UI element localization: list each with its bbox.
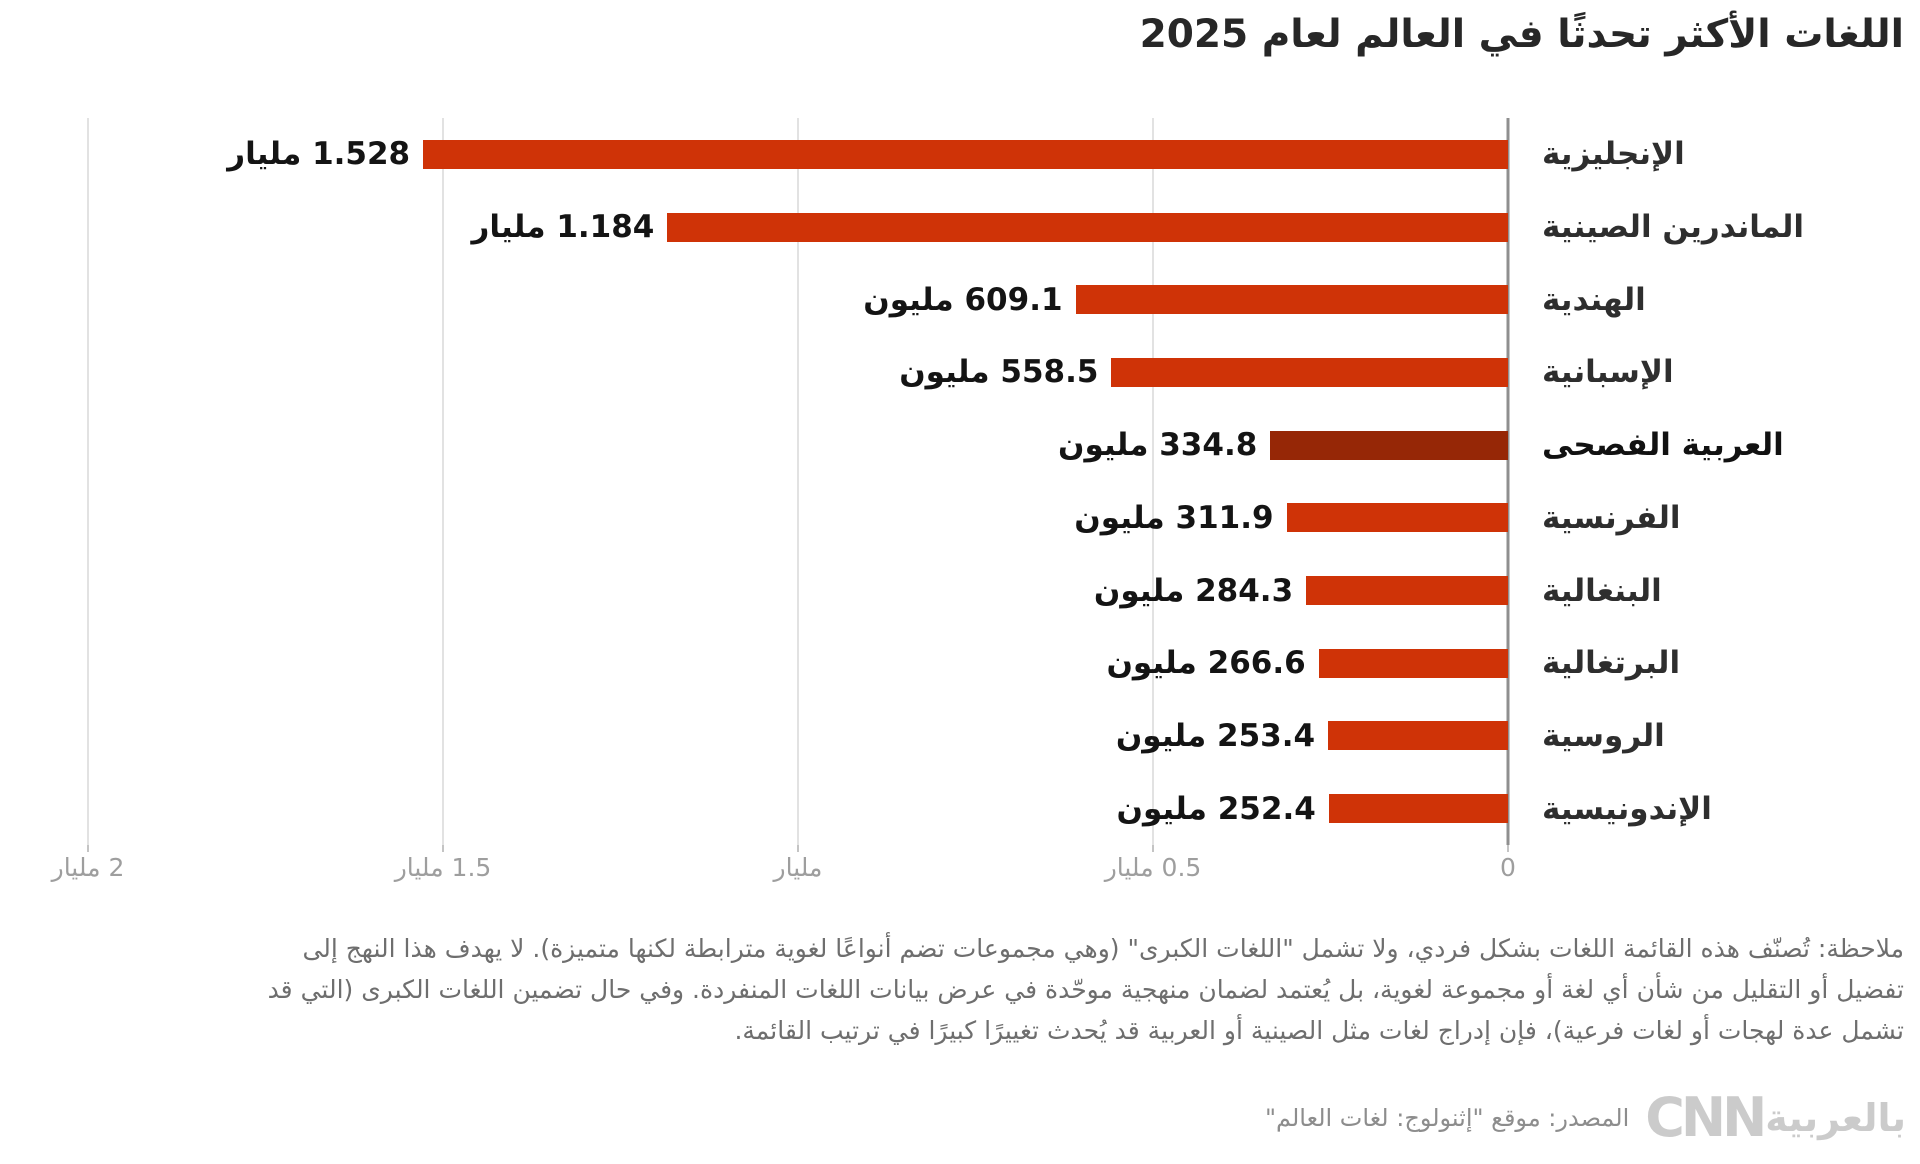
bar-value-label: 266.6 مليون: [1106, 645, 1306, 682]
bar-row: 334.8 مليون: [88, 409, 1508, 482]
bar-value-label: 252.4 مليون: [1116, 790, 1316, 827]
bar: [1111, 357, 1508, 387]
chart-title: اللغات الأكثر تحدثًا في العالم لعام 2025: [1139, 12, 1904, 57]
bar: [1328, 721, 1508, 751]
bar-row: 253.4 مليون: [88, 700, 1508, 773]
axis-tick-mark: [1152, 845, 1154, 852]
plot-area: 1.528 مليار 1.184 مليار 609.1 مليون 558.5 م…: [87, 118, 1510, 852]
category-labels-column: الإنجليزية الماندرين الصينية الهندية الإسبا…: [1542, 118, 1918, 845]
footnote-line-2: تفضيل أو التقليل من شأن أي لغة أو مجموعة…: [267, 975, 1904, 1004]
cnn-logo-text: CNN: [1645, 1086, 1767, 1149]
axis-tick-mark: [1507, 845, 1509, 852]
category-label: البرتغالية: [1542, 645, 1681, 682]
bar-row: 311.9 مليون: [88, 482, 1508, 555]
gridline: [87, 118, 89, 845]
footnote-line-3: تشمل عدة لهجات أو لغات فرعية)، فإن إدراج…: [734, 1016, 1904, 1045]
category-label: الفرنسية: [1542, 499, 1681, 536]
bar-row: 609.1 مليون: [88, 263, 1508, 336]
bar: [1318, 648, 1508, 678]
bar-row: 284.3 مليون: [88, 554, 1508, 627]
x-tick-label: مليار: [773, 853, 823, 882]
bar-value-label: 284.3 مليون: [1093, 572, 1294, 609]
source-row: CNN بالعربية المصدر: موقع "إثنولوج: لغات…: [1265, 1078, 1906, 1158]
bar: [1286, 503, 1508, 533]
bar-value-label: 334.8 مليون: [1058, 427, 1258, 464]
cnn-arabic-logo: CNN بالعربية: [1645, 1091, 1906, 1145]
category-label: الإنجليزية: [1542, 136, 1685, 173]
footnote-line-1: ملاحظة: تُصنّف هذه القائمة اللغات بشكل ف…: [302, 934, 1904, 963]
bar: [1328, 794, 1508, 824]
bar-row: 1.528 مليار: [88, 118, 1508, 191]
x-tick-label: 1.5 مليار: [394, 853, 492, 882]
bar-value-label: 1.528 مليار: [227, 136, 411, 173]
x-tick-label: 0: [1500, 853, 1516, 882]
bar-value-label: 253.4 مليون: [1115, 717, 1316, 754]
gridline: [797, 118, 799, 845]
bar-row: 266.6 مليون: [88, 627, 1508, 700]
footnote: ملاحظة: تُصنّف هذه القائمة اللغات بشكل ف…: [16, 928, 1904, 1051]
x-axis: 2 مليار 1.5 مليار مليار 0.5 مليار 0: [52, 853, 1516, 893]
category-label: الماندرين الصينية: [1542, 209, 1804, 246]
zero-axis-line: [1506, 118, 1510, 845]
bar-value-label: 311.9 مليون: [1074, 499, 1274, 536]
bar: [667, 212, 1508, 242]
gridline: [1152, 118, 1154, 845]
bar-value-label: 1.184 مليار: [471, 209, 655, 246]
x-tick-label: 2 مليار: [51, 853, 125, 882]
cnn-logo-arabic-text: بالعربية: [1765, 1096, 1906, 1140]
category-label: العربية الفصحى: [1542, 427, 1784, 464]
gridline: [442, 118, 444, 845]
bar-row: 1.184 مليار: [88, 191, 1508, 264]
axis-tick-mark: [87, 845, 89, 852]
category-label: الإسبانية: [1542, 354, 1674, 391]
bar: [1306, 576, 1508, 606]
bar-value-label: 558.5 مليون: [899, 354, 1099, 391]
category-label: البنغالية: [1542, 572, 1662, 609]
bar-row: 252.4 مليون: [88, 772, 1508, 845]
bar: [423, 139, 1508, 169]
bar: [1075, 285, 1508, 315]
bar-row: 558.5 مليون: [88, 336, 1508, 409]
source-text: المصدر: موقع "إثنولوج: لغات العالم": [1264, 1104, 1630, 1132]
category-label: الإندونيسية: [1542, 790, 1712, 827]
category-label: الروسية: [1542, 717, 1665, 754]
axis-tick-mark: [797, 845, 799, 852]
category-label: الهندية: [1542, 281, 1646, 318]
bar: [1270, 430, 1508, 460]
bar-value-label: 609.1 مليون: [863, 281, 1063, 318]
bar-rows: 1.528 مليار 1.184 مليار 609.1 مليون 558.5 م…: [88, 118, 1508, 845]
axis-tick-mark: [442, 845, 444, 852]
x-tick-label: 0.5 مليار: [1104, 853, 1202, 882]
